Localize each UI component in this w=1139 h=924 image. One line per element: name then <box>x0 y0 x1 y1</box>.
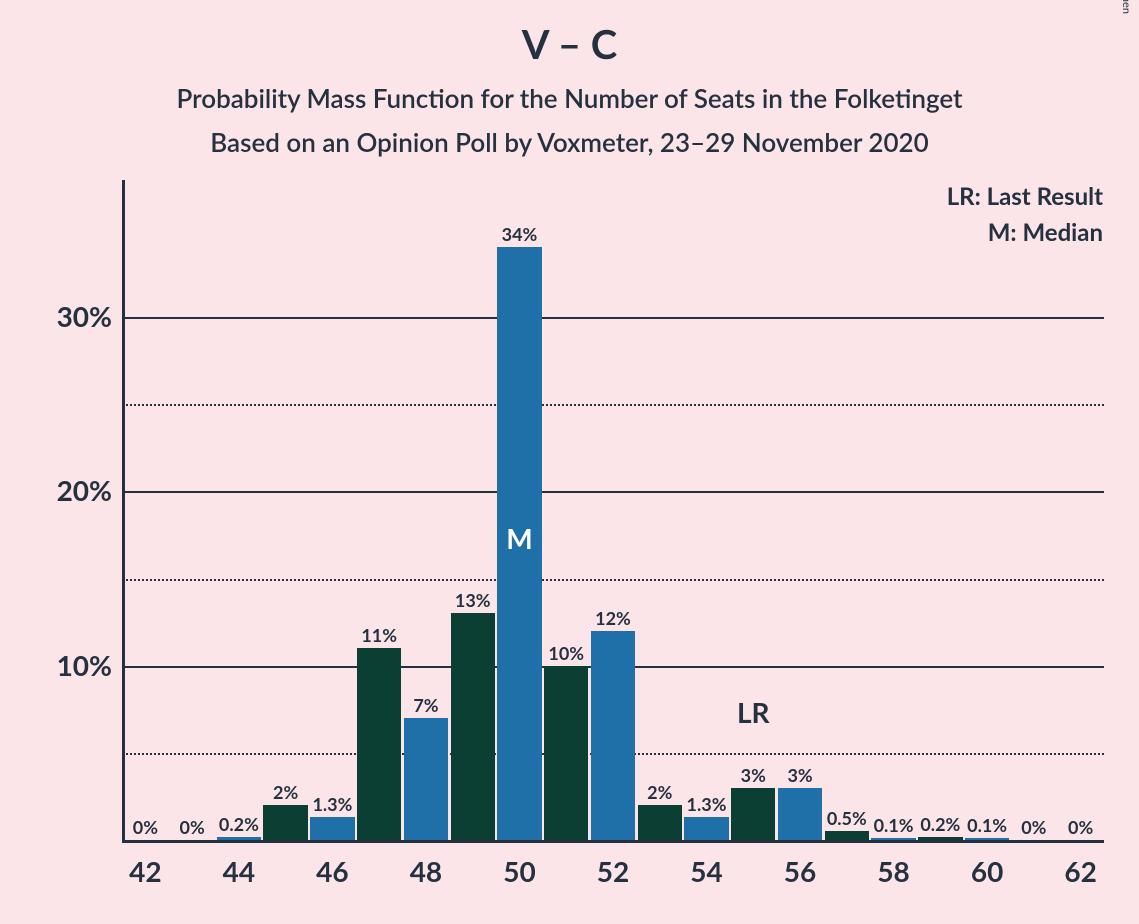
bar <box>778 788 822 840</box>
bar-value-label: 1.3% <box>312 793 352 815</box>
y-axis-line <box>122 180 125 840</box>
chart-subtitle-1: Probability Mass Function for the Number… <box>0 82 1139 114</box>
legend-median: M: Median <box>988 218 1103 247</box>
bar-value-label: 0.2% <box>219 813 259 835</box>
bar-value-label: 10% <box>548 642 584 664</box>
bar <box>684 817 728 840</box>
x-axis-tick-label: 56 <box>770 854 830 888</box>
bar-value-label: 0% <box>133 816 158 838</box>
bar-value-label: 0% <box>1068 816 1093 838</box>
x-axis-tick-label: 42 <box>115 854 175 888</box>
bar-value-label: 0.1% <box>967 814 1007 836</box>
bar-value-label: 3% <box>787 764 812 786</box>
bar <box>404 718 448 840</box>
copyright-text: © 2020 Filip van Laenen <box>1120 0 1133 14</box>
y-axis-tick-label: 30% <box>32 299 112 333</box>
bar-value-label: 2% <box>647 781 672 803</box>
x-axis-tick-label: 44 <box>209 854 269 888</box>
bar-value-label: 3% <box>741 764 766 786</box>
bar <box>638 805 682 840</box>
x-axis-tick-label: 52 <box>583 854 643 888</box>
bar-value-label: 2% <box>273 781 298 803</box>
bar <box>310 817 354 840</box>
grid-line-minor <box>122 404 1104 406</box>
bar <box>544 666 588 840</box>
x-axis-tick-label: 58 <box>864 854 924 888</box>
grid-line-major <box>122 317 1104 319</box>
grid-line-major <box>122 491 1104 493</box>
chart-subtitle-2: Based on an Opinion Poll by Voxmeter, 23… <box>0 126 1139 158</box>
bar-value-label: 12% <box>595 607 631 629</box>
bar-value-label: 13% <box>455 589 491 611</box>
last-result-marker: LR <box>737 695 770 729</box>
chart-title: V – C <box>0 20 1139 68</box>
y-axis-tick-label: 10% <box>32 648 112 682</box>
bar <box>731 788 775 840</box>
bar-value-label: 1.3% <box>687 793 727 815</box>
bar <box>591 631 635 840</box>
bar-value-label: 0% <box>1021 816 1046 838</box>
bar <box>825 831 869 840</box>
legend-lr: LR: Last Result <box>947 182 1103 211</box>
x-axis-tick-label: 54 <box>677 854 737 888</box>
x-axis-tick-label: 48 <box>396 854 456 888</box>
x-axis-tick-label: 46 <box>302 854 362 888</box>
bar-value-label: 34% <box>502 223 538 245</box>
x-axis-tick-label: 62 <box>1051 854 1111 888</box>
x-axis-line <box>122 840 1104 843</box>
median-marker: M <box>506 521 532 555</box>
bar-value-label: 0.5% <box>827 807 867 829</box>
bar-value-label: 0.2% <box>920 813 960 835</box>
x-axis-tick-label: 60 <box>957 854 1017 888</box>
bar <box>263 805 307 840</box>
bar-value-label: 0% <box>180 816 205 838</box>
y-axis-tick-label: 20% <box>32 473 112 507</box>
bar <box>357 648 401 840</box>
grid-line-minor <box>122 579 1104 581</box>
bar-value-label: 7% <box>413 694 438 716</box>
bar <box>451 613 495 840</box>
x-axis-tick-label: 50 <box>489 854 549 888</box>
bar-value-label: 11% <box>361 624 397 646</box>
bar-value-label: 0.1% <box>874 814 914 836</box>
